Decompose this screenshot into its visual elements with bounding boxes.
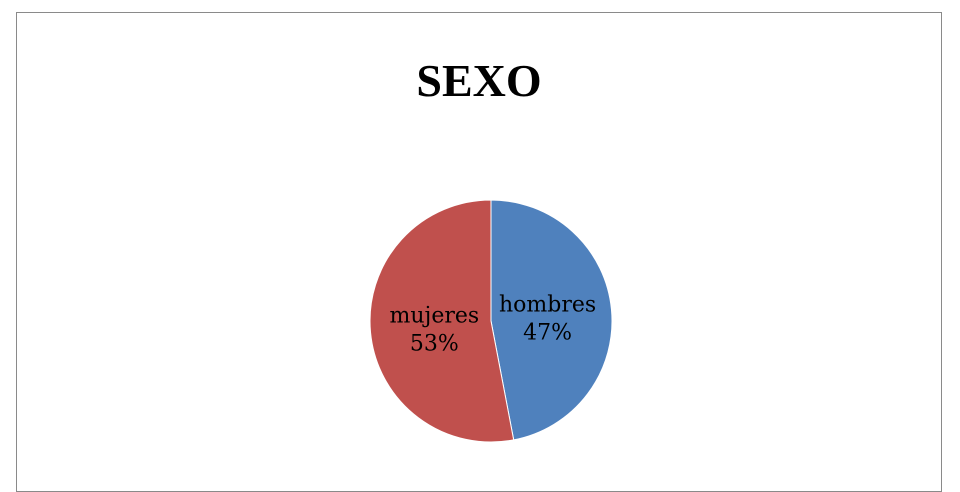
- pie-slice-label: mujeres: [390, 303, 480, 328]
- pie-slice-percent: 47%: [523, 321, 572, 346]
- pie-slice-label: hombres: [499, 293, 596, 318]
- pie-slice-hombres: [490, 199, 613, 441]
- pie-slice-mujeres: [369, 199, 515, 443]
- chart-title: SEXO: [416, 55, 542, 106]
- pie-slice-percent: 53%: [410, 331, 459, 356]
